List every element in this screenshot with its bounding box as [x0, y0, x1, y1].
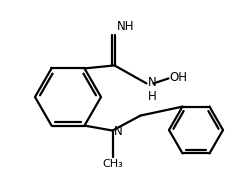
Text: N: N [148, 76, 156, 89]
Text: CH₃: CH₃ [102, 159, 123, 168]
Text: NH: NH [116, 20, 134, 33]
Text: H: H [148, 91, 156, 103]
Text: N: N [114, 125, 122, 138]
Text: OH: OH [170, 71, 188, 84]
